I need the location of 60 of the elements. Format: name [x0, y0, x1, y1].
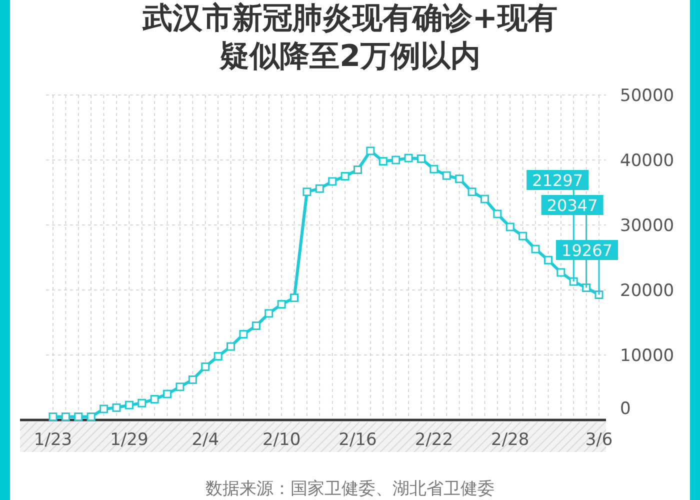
point: [150, 394, 159, 404]
point: [264, 309, 274, 318]
point: [74, 412, 83, 421]
point: [430, 164, 438, 174]
point: [86, 412, 96, 421]
point: [290, 294, 299, 302]
point: [61, 412, 70, 421]
point: [163, 390, 172, 398]
point: [214, 352, 222, 361]
point: [493, 210, 502, 218]
point: [531, 244, 540, 254]
y-tick-label: 30000: [620, 216, 674, 236]
point: [315, 184, 324, 193]
x-tick-label: 2/4: [192, 430, 220, 450]
x-tick-label: 1/29: [110, 430, 148, 450]
point: [556, 268, 566, 277]
point: [124, 400, 134, 410]
point: [100, 404, 108, 414]
point: [340, 172, 350, 180]
y-tick-label: 0: [620, 399, 631, 419]
point: [302, 188, 312, 196]
y-tick-label: 20000: [620, 281, 674, 301]
x-tick-label: 2/28: [491, 430, 530, 450]
data-label: 19267: [562, 241, 612, 260]
point: [392, 156, 400, 164]
data-label: 20347: [546, 196, 598, 215]
point: [480, 194, 489, 204]
point: [328, 177, 337, 186]
point: [176, 382, 184, 392]
y-tick-label: 10000: [620, 346, 674, 366]
point: [201, 362, 210, 371]
point: [48, 412, 58, 421]
point: [544, 256, 552, 264]
data-label: 21297: [532, 171, 584, 190]
point: [404, 154, 413, 162]
point: [188, 375, 197, 384]
point: [277, 300, 286, 309]
point: [455, 174, 464, 184]
x-tick-label: 1/23: [34, 430, 72, 450]
x-tick-label: 3/6: [585, 430, 613, 450]
point: [366, 146, 375, 156]
point: [442, 171, 451, 180]
y-tick-label: 40000: [620, 151, 674, 171]
point: [112, 403, 121, 412]
y-tick-label: 50000: [620, 86, 674, 106]
point: [378, 157, 388, 166]
point: [252, 322, 260, 330]
source-note: 数据来源：国家卫健委、湖北省卫健委: [206, 479, 494, 499]
x-tick-label: 2/16: [338, 430, 377, 450]
point: [416, 154, 426, 163]
point: [239, 330, 248, 338]
chart-title: 武汉市新冠肺炎现有确诊+现有疑似降至2万例以内: [141, 1, 558, 74]
point: [353, 166, 362, 174]
point: [468, 188, 476, 196]
point: [138, 398, 146, 408]
point: [506, 222, 514, 232]
point: [226, 342, 236, 351]
x-tick-label: 2/22: [414, 430, 454, 450]
x-tick-label: 2/10: [262, 430, 301, 450]
point: [518, 232, 528, 240]
